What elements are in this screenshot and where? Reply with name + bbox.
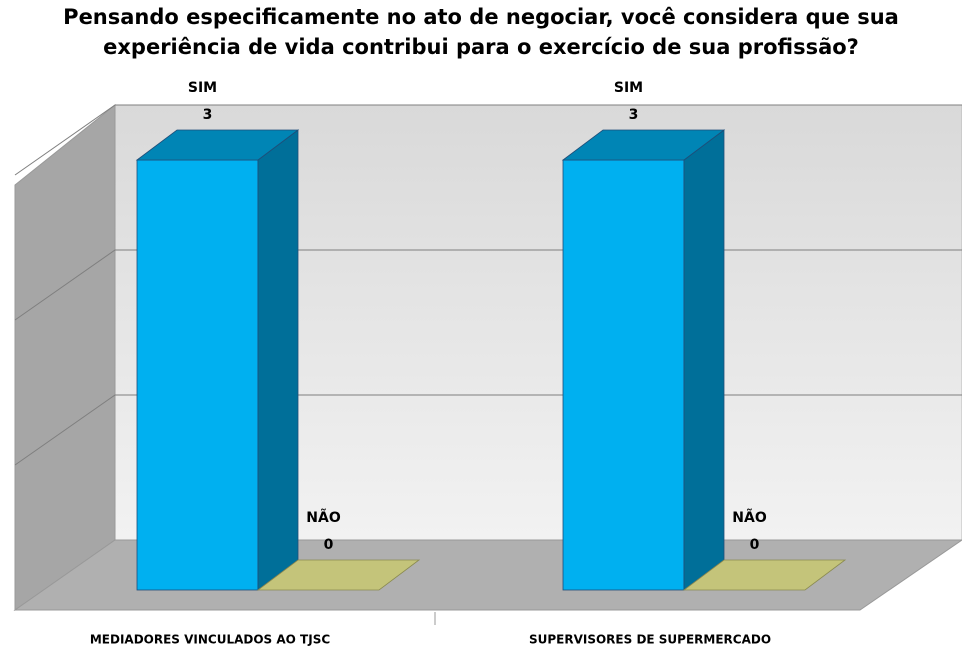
data-label: 3 — [629, 107, 639, 123]
chart-title: Pensando especificamente no ato de negoc… — [63, 5, 899, 59]
bar-top — [682, 559, 847, 591]
grid-line — [14, 104, 962, 176]
data-label-name: SIM — [614, 80, 643, 96]
bar-side — [257, 129, 299, 591]
x-tick-label: MEDIADORES VINCULADOS AO TJSC — [90, 633, 330, 647]
data-label: 3 — [203, 107, 213, 123]
data-label: 0 — [324, 537, 334, 553]
bar-side — [683, 129, 725, 591]
bar-top — [561, 129, 726, 161]
data-label-name: SIM — [188, 80, 217, 96]
bar-top — [256, 559, 421, 591]
x-tick-label: SUPERVISORES DE SUPERMERCADO — [529, 633, 771, 647]
side-wall — [14, 103, 116, 611]
bar-front — [562, 159, 685, 591]
data-label-name: NÃO — [732, 509, 767, 526]
data-label-name: NÃO — [306, 509, 341, 526]
data-label: 0 — [750, 537, 760, 553]
bar-top — [135, 129, 300, 161]
bar-front — [136, 159, 259, 591]
